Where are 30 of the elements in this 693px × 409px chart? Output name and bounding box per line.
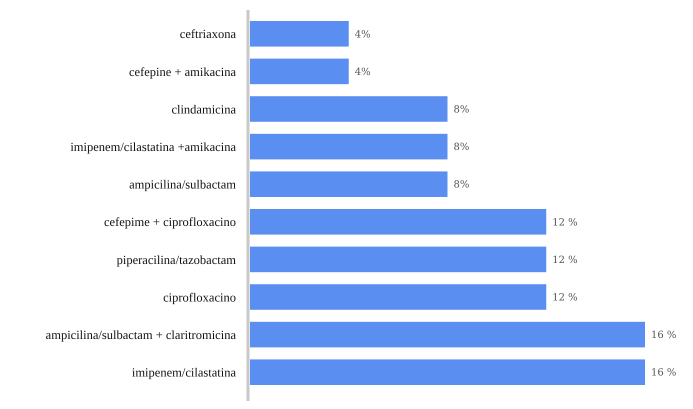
data-label: 12 % <box>552 254 578 266</box>
y-tick-label: ciprofloxacino <box>163 290 236 304</box>
y-tick-label: cefepime + ciprofloxacino <box>104 215 236 230</box>
bar <box>250 58 349 84</box>
data-label: 4% <box>354 66 371 78</box>
data-label: 16 % <box>651 330 676 342</box>
bar <box>250 21 349 47</box>
data-label: 4% <box>354 29 371 40</box>
y-tick-label: ceftriaxona <box>180 27 236 42</box>
y-tick-label: imipenem/cilastatina <box>132 366 236 380</box>
bar <box>250 359 645 385</box>
y-tick-label: clindamicina <box>171 102 236 116</box>
y-tick-label: ampicilina/sulbactam + claritromicina <box>46 328 236 342</box>
bar <box>250 322 645 348</box>
bar <box>250 209 546 235</box>
data-label: 12 % <box>552 292 578 304</box>
data-label: 12 % <box>552 217 578 228</box>
bar <box>250 96 448 122</box>
bar <box>250 284 546 310</box>
bar <box>250 246 546 272</box>
y-tick-label: cefepine + amikacina <box>129 64 236 79</box>
y-tick-label: piperacilina/tazobactam <box>116 252 236 267</box>
y-tick-label: ampicilina/sulbactam <box>129 178 236 192</box>
data-label: 8% <box>454 104 470 116</box>
y-tick-label: imipenem/cilastatina +amikacina <box>70 140 236 154</box>
data-label: 8% <box>454 142 470 154</box>
bar <box>250 134 448 160</box>
data-label: 8% <box>454 180 470 191</box>
data-label: 16 % <box>651 368 676 379</box>
bar <box>250 171 448 197</box>
